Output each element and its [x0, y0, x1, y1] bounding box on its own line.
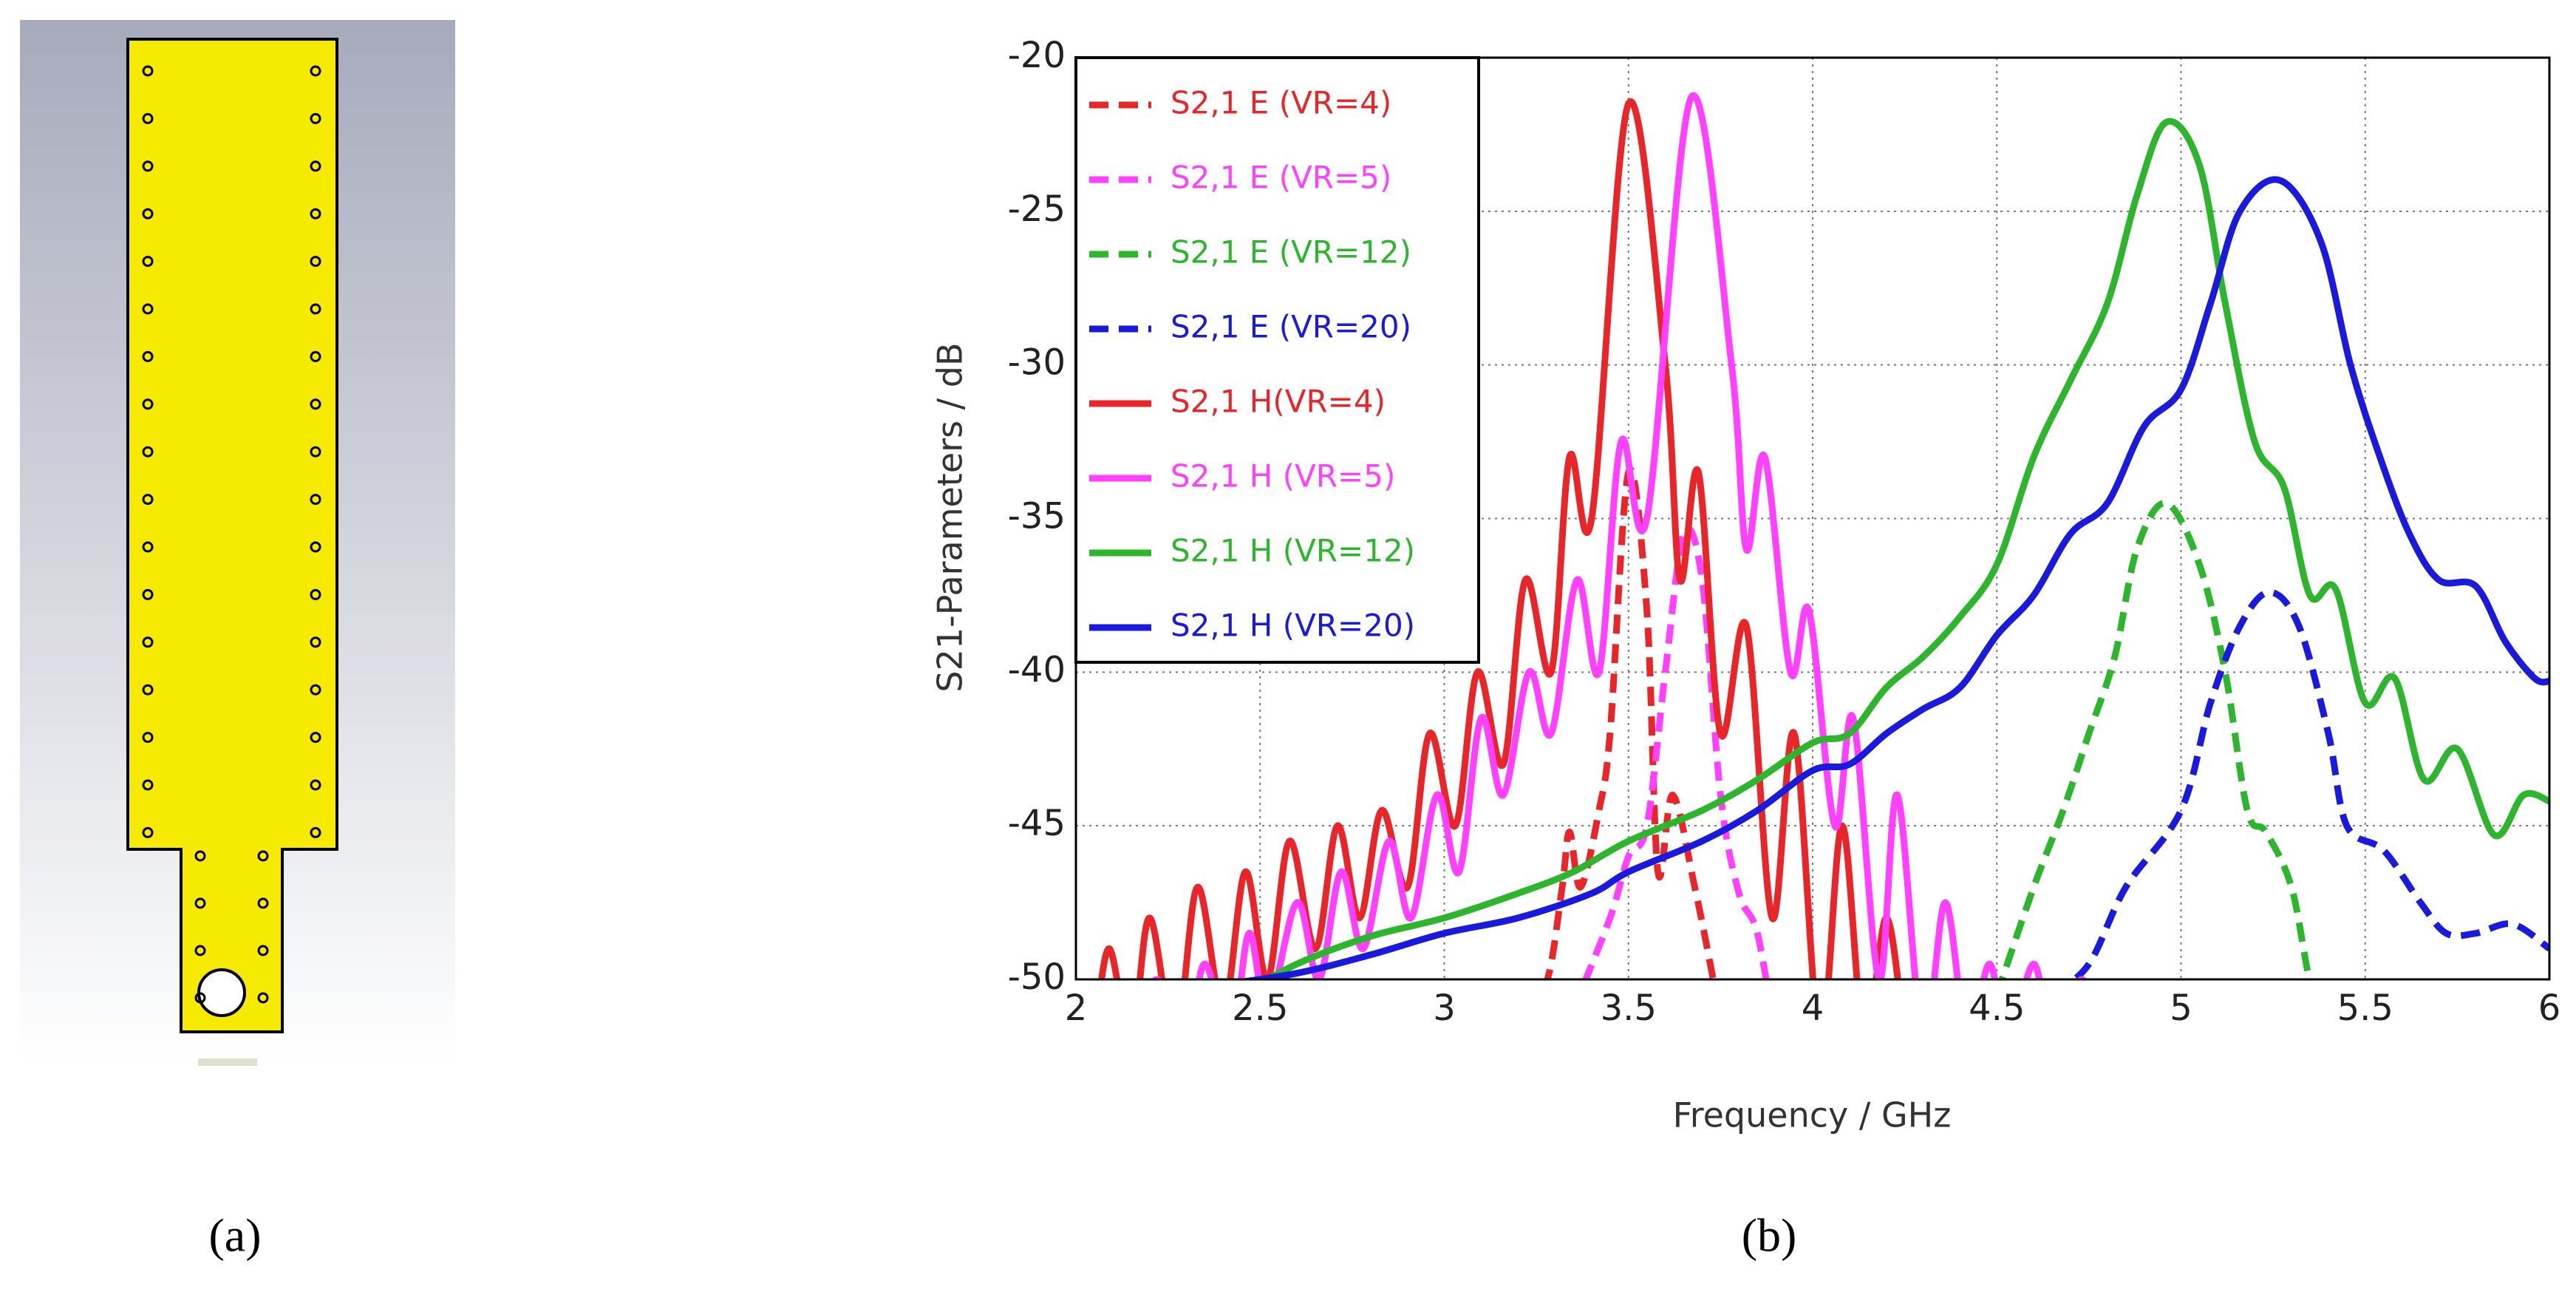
via: [310, 636, 321, 648]
via: [142, 588, 154, 600]
via: [310, 112, 321, 124]
y-tick-label: -30: [1008, 342, 1066, 384]
legend-label: S2,1 H(VR=4): [1171, 384, 1386, 420]
legend-label: S2,1 E (VR=12): [1171, 234, 1411, 271]
via: [310, 398, 321, 410]
via: [310, 446, 321, 458]
via: [257, 945, 269, 956]
x-tick-label: 6: [2538, 988, 2561, 1029]
via: [194, 897, 206, 909]
antenna-layout: [20, 20, 455, 1066]
via: [142, 779, 154, 791]
y-tick-label: -20: [1008, 35, 1066, 76]
x-tick-label: 5.5: [2337, 988, 2393, 1029]
patch: [126, 38, 338, 1033]
y-tick-label: -40: [1008, 649, 1066, 690]
via: [257, 897, 269, 909]
legend-box: [1074, 56, 1480, 664]
via: [310, 160, 321, 172]
via: [142, 160, 154, 172]
via: [142, 732, 154, 744]
via: [310, 65, 321, 77]
via: [142, 256, 154, 268]
y-axis-label: S21-Parameters / dB: [930, 342, 970, 692]
via: [310, 494, 321, 506]
via: [142, 208, 154, 220]
via: [142, 65, 154, 77]
legend-label: S2,1 H (VR=12): [1171, 533, 1415, 569]
via: [310, 588, 321, 600]
legend-label: S2,1 E (VR=20): [1171, 309, 1411, 345]
series-line: [1098, 98, 1901, 979]
via: [142, 350, 154, 362]
via: [142, 541, 154, 553]
via: [194, 992, 206, 1004]
via: [310, 826, 321, 838]
via: [142, 494, 154, 506]
series-line: [1236, 176, 2549, 979]
y-tick-label: -25: [1008, 188, 1066, 230]
series-line: [2069, 588, 2549, 979]
series-line: [1582, 525, 1770, 979]
legend-label: S2,1 E (VR=5): [1171, 160, 1391, 196]
x-tick-label: 2: [1065, 988, 1088, 1029]
via: [142, 398, 154, 410]
x-tick-label: 5: [2170, 988, 2192, 1029]
y-tick-label: -50: [1008, 956, 1066, 998]
via: [142, 826, 154, 838]
series-line: [1998, 500, 2313, 979]
feed: [198, 1058, 257, 1066]
x-tick-label: 3: [1433, 988, 1456, 1029]
via: [257, 992, 269, 1004]
series-line: [1261, 118, 2549, 979]
hole: [197, 968, 246, 1017]
via: [310, 208, 321, 220]
via: [142, 446, 154, 458]
via: [310, 350, 321, 362]
via: [142, 684, 154, 696]
via: [257, 850, 269, 862]
y-tick-label: -35: [1008, 496, 1066, 537]
panel-label: (b): [1742, 1209, 1797, 1262]
via: [194, 850, 206, 862]
via: [310, 541, 321, 553]
via: [310, 779, 321, 791]
via: [310, 684, 321, 696]
x-axis-label: Frequency / GHz: [1673, 1095, 1952, 1135]
via: [310, 303, 321, 315]
via: [142, 303, 154, 315]
x-tick-label: 3.5: [1601, 988, 1657, 1029]
via: [194, 945, 206, 956]
y-tick-label: -45: [1008, 803, 1066, 844]
via: [310, 256, 321, 268]
legend-label: S2,1 E (VR=4): [1171, 85, 1391, 121]
via: [142, 636, 154, 648]
panel-label: (a): [208, 1209, 261, 1262]
legend-label: S2,1 H (VR=20): [1171, 608, 1415, 644]
via: [142, 112, 154, 124]
legend-label: S2,1 H (VR=5): [1171, 458, 1395, 494]
series-line: [1151, 92, 2088, 979]
x-tick-label: 4.5: [1969, 988, 2025, 1029]
x-tick-label: 4: [1802, 988, 1824, 1029]
x-tick-label: 2.5: [1232, 988, 1288, 1029]
via: [310, 732, 321, 744]
